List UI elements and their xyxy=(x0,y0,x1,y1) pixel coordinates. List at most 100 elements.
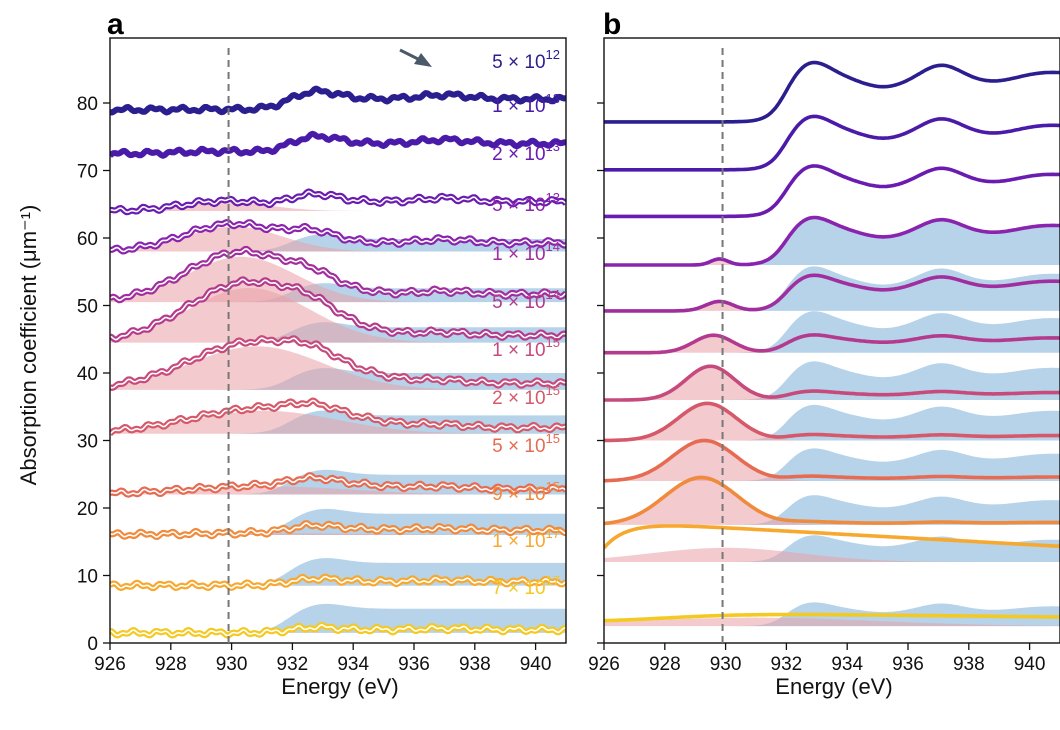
simulated-spectrum-line xyxy=(604,60,1060,124)
fluence-label: 5 × 1013 xyxy=(492,190,560,216)
difference-fill xyxy=(110,288,566,343)
simulated-spectrum-line xyxy=(604,364,1060,402)
fluence-times: × 10 xyxy=(503,96,546,117)
simulated-spectrum-line xyxy=(604,164,1060,219)
spectrum-line-core xyxy=(110,221,566,253)
y-tick-label: 30 xyxy=(77,432,98,453)
fluence-label: 2 × 1013 xyxy=(492,139,560,165)
fluence-times: × 10 xyxy=(503,578,546,599)
fluence-mantissa: 1 xyxy=(492,96,503,117)
difference-fill xyxy=(110,201,566,211)
fluence-mantissa: 5 xyxy=(492,195,503,216)
fluence-times: × 10 xyxy=(503,531,546,552)
x-axis-title-b: Energy (eV) xyxy=(775,674,892,699)
fluence-times: × 10 xyxy=(503,436,546,457)
fluence-exponent: 15 xyxy=(546,383,560,398)
spectrum-line-core xyxy=(110,248,566,302)
x-tick-label: 940 xyxy=(520,654,552,675)
fluence-exponent: 13 xyxy=(546,91,560,106)
fluence-label: 5 × 1012 xyxy=(492,47,560,73)
ground-state-fill xyxy=(604,448,1060,481)
y-axis-title: Absorption coefficient (μm⁻¹) xyxy=(16,205,41,486)
fluence-label: 2 × 1015 xyxy=(492,383,560,409)
fluence-label: 1 × 1017 xyxy=(492,526,560,552)
y-tick-label: 80 xyxy=(77,94,98,115)
difference-fill xyxy=(604,364,1060,400)
x-tick-label: 928 xyxy=(155,654,187,675)
difference-fill xyxy=(604,401,1060,441)
fluence-label: 5 × 1014 xyxy=(492,287,560,313)
fluence-times: × 10 xyxy=(503,244,546,265)
fluence-exponent: 14 xyxy=(546,239,560,254)
spectrum-line-core xyxy=(110,278,566,341)
difference-fill xyxy=(604,301,1060,311)
annotation-arrow-head xyxy=(414,53,432,67)
spectrum-line-core xyxy=(110,522,566,538)
fluence-mantissa: 2 xyxy=(492,144,503,165)
difference-fill xyxy=(604,334,1060,353)
plot-frame xyxy=(109,37,567,644)
x-tick-label: 926 xyxy=(588,654,620,675)
fluence-label: 1 × 1015 xyxy=(492,335,560,361)
fluence-mantissa: 9 xyxy=(492,484,503,505)
simulated-spectrum-line xyxy=(604,524,1060,550)
spectrum-line-core xyxy=(110,624,566,637)
simulated-spectrum-line xyxy=(604,273,1060,313)
fluence-mantissa: 1 xyxy=(492,244,503,265)
difference-fill xyxy=(110,226,566,252)
fluence-label: 5 × 1015 xyxy=(492,431,560,457)
fluence-exponent: 13 xyxy=(546,190,560,205)
fluence-exponent: 17 xyxy=(546,526,560,541)
x-tick-label: 930 xyxy=(710,654,742,675)
y-tick-label: 10 xyxy=(77,567,98,588)
spectrum-line-core xyxy=(110,575,566,589)
spectrum-line-core xyxy=(110,474,566,496)
x-tick-label: 934 xyxy=(831,654,863,675)
spectrum-line-core xyxy=(110,337,566,389)
difference-fill xyxy=(604,617,1060,627)
difference-fill xyxy=(110,346,566,390)
x-tick-label: 936 xyxy=(398,654,430,675)
y-tick-label: 20 xyxy=(77,499,98,520)
fluence-exponent: 15 xyxy=(546,479,560,494)
fluence-label: 9 × 1015 xyxy=(492,479,560,505)
spectrum-line-core xyxy=(110,190,566,213)
fluence-times: × 10 xyxy=(503,195,546,216)
spectrum-line-core xyxy=(110,399,566,435)
ground-state-fill xyxy=(604,311,1060,353)
spectrum-line xyxy=(110,130,566,159)
y-tick-label: 70 xyxy=(77,162,98,183)
fluence-label: 1 × 1013 xyxy=(492,91,560,117)
x-axis-title-a: Energy (eV) xyxy=(281,674,398,699)
simulated-spectrum-line xyxy=(604,612,1060,623)
difference-fill xyxy=(604,547,1060,562)
ground-state-fill xyxy=(604,217,1060,265)
fluence-exponent: 15 xyxy=(546,335,560,350)
y-tick-label: 50 xyxy=(77,297,98,318)
fluence-times: × 10 xyxy=(503,144,546,165)
fluence-exponent: 12 xyxy=(546,47,560,62)
simulated-spectrum-line xyxy=(604,333,1060,355)
ground-state-fill xyxy=(604,266,1060,311)
fluence-mantissa: 5 xyxy=(492,292,503,313)
simulated-spectrum-line xyxy=(604,114,1060,172)
fluence-times: × 10 xyxy=(503,292,546,313)
spectrum-line xyxy=(110,85,566,116)
fluence-exponent: 13 xyxy=(546,139,560,154)
fluence-times: × 10 xyxy=(503,484,546,505)
x-tick-label: 938 xyxy=(459,654,491,675)
fluence-mantissa: 2 xyxy=(492,388,503,409)
fluence-exponent: 14 xyxy=(546,287,560,302)
x-tick-label: 932 xyxy=(771,654,803,675)
ground-state-fill xyxy=(604,404,1060,441)
difference-fill xyxy=(110,410,566,434)
fluence-mantissa: 1 xyxy=(492,340,503,361)
ground-state-fill xyxy=(110,234,566,252)
annotation-arrow xyxy=(399,48,432,67)
fluence-mantissa: 7 xyxy=(492,578,503,599)
ground-state-fill xyxy=(604,495,1060,525)
panel-a-letter: a xyxy=(107,8,124,41)
x-tick-label: 932 xyxy=(277,654,309,675)
